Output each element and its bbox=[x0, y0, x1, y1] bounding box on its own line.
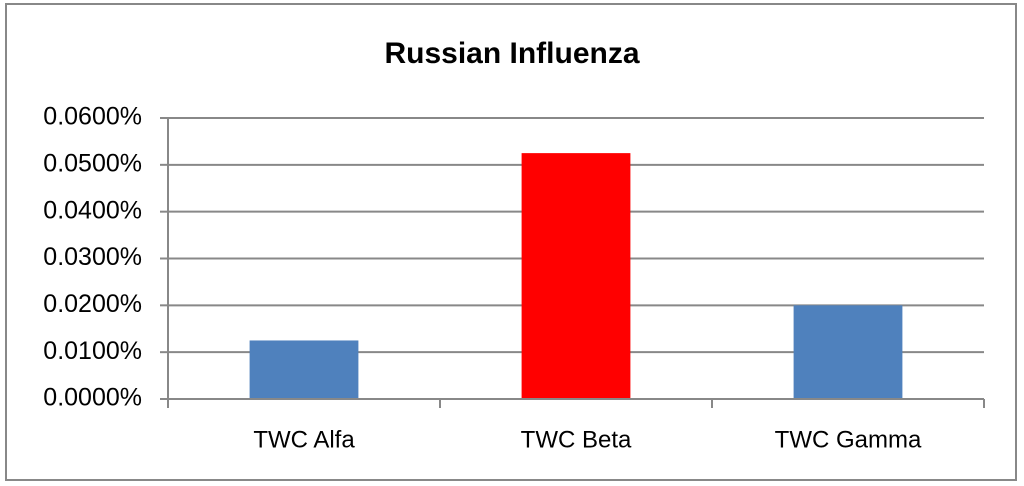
x-tick-label: TWC Alfa bbox=[253, 426, 355, 453]
x-tick-label: TWC Beta bbox=[521, 426, 632, 453]
y-tick-label: 0.0200% bbox=[43, 290, 142, 318]
chart-frame bbox=[5, 3, 1017, 481]
y-tick-label: 0.0500% bbox=[43, 149, 142, 177]
y-tick-label: 0.0000% bbox=[43, 384, 142, 412]
chart-title: Russian Influenza bbox=[384, 37, 639, 70]
bar bbox=[249, 340, 359, 399]
x-tick-label: TWC Gamma bbox=[775, 426, 922, 453]
y-tick-label: 0.0100% bbox=[43, 337, 142, 365]
bar bbox=[793, 305, 903, 399]
y-tick-label: 0.0300% bbox=[43, 243, 142, 271]
y-tick-label: 0.0400% bbox=[43, 196, 142, 224]
bar bbox=[521, 153, 631, 399]
y-tick-label: 0.0600% bbox=[43, 103, 142, 131]
